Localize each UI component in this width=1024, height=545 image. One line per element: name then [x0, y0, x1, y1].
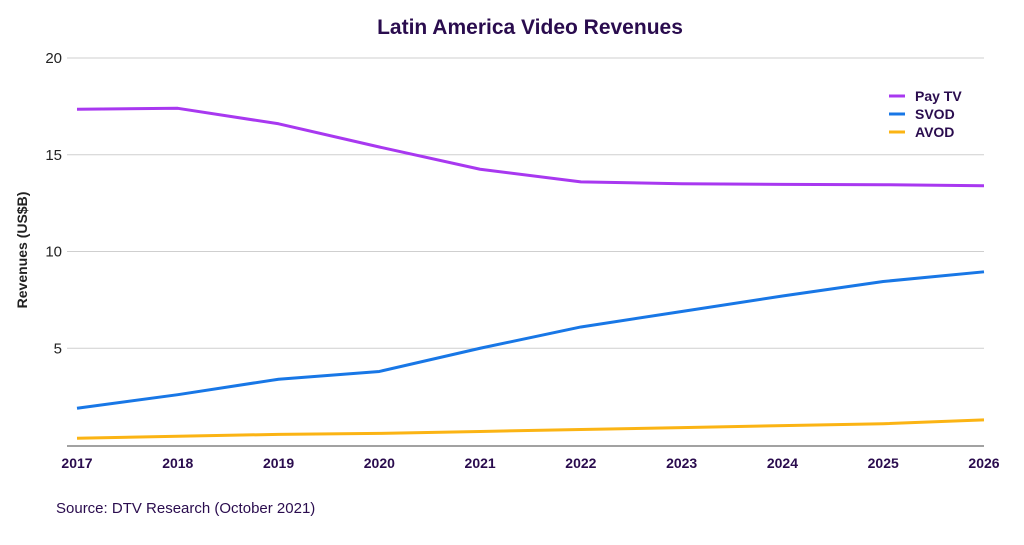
x-tick-label: 2021 [465, 455, 496, 471]
x-tick-label: 2019 [263, 455, 294, 471]
x-tick-label: 2025 [868, 455, 899, 471]
x-tick-label: 2023 [666, 455, 697, 471]
source-note: Source: DTV Research (October 2021) [56, 500, 315, 517]
legend-label: SVOD [915, 106, 955, 122]
legend-label: AVOD [915, 124, 954, 140]
series-line-pay-tv [76, 106, 985, 188]
x-tick-label: 2024 [767, 455, 798, 471]
x-tick-label: 2017 [61, 455, 92, 471]
y-tick-label: 20 [45, 50, 62, 67]
y-axis-label: Revenues (US$B) [14, 192, 30, 309]
x-tick-label: 2018 [162, 455, 193, 471]
y-tick-label: 5 [54, 340, 62, 357]
y-tick-label: 10 [45, 244, 62, 261]
chart-title: Latin America Video Revenues [377, 16, 683, 39]
y-tick-label: 15 [45, 147, 62, 164]
series-line-avod [76, 418, 985, 440]
legend-label: Pay TV [915, 88, 962, 104]
x-tick-label: 2020 [364, 455, 395, 471]
series-line-svod [76, 270, 985, 410]
x-tick-label: 2026 [968, 455, 999, 471]
x-tick-label: 2022 [565, 455, 596, 471]
